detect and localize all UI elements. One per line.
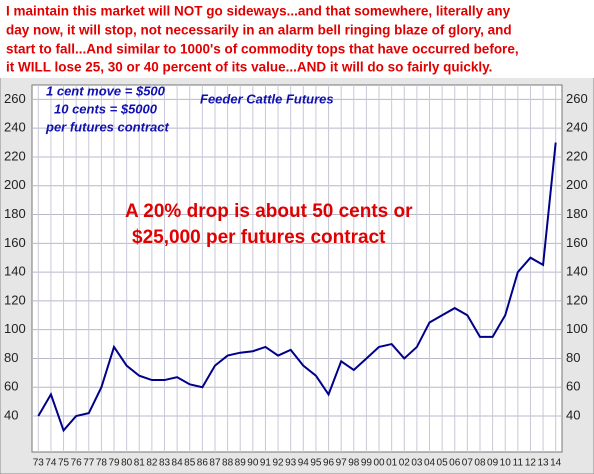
y-tick-label: 240 xyxy=(566,120,588,135)
x-tick-label: 82 xyxy=(146,458,158,469)
x-tick-label: 11 xyxy=(513,458,524,469)
header-bg xyxy=(0,0,594,78)
headline: I maintain this market will NOT go sidew… xyxy=(6,4,511,19)
y-tick-label: 180 xyxy=(4,206,26,221)
y-tick-label: 200 xyxy=(566,177,588,192)
x-tick-label: 80 xyxy=(121,458,133,469)
x-tick-label: 75 xyxy=(58,458,70,469)
y-tick-label: 140 xyxy=(4,264,26,279)
x-tick-label: 05 xyxy=(437,458,449,469)
x-tick-label: 93 xyxy=(285,458,297,469)
x-tick-label: 84 xyxy=(172,458,184,469)
x-tick-label: 95 xyxy=(310,458,322,469)
x-tick-label: 87 xyxy=(209,458,221,469)
x-tick-label: 13 xyxy=(538,458,550,469)
y-tick-label: 60 xyxy=(566,379,580,394)
headline: start to fall...And similar to 1000's of… xyxy=(6,42,519,57)
y-tick-label: 260 xyxy=(566,91,588,106)
x-tick-label: 99 xyxy=(361,458,373,469)
x-tick-label: 98 xyxy=(348,458,360,469)
y-tick-label: 260 xyxy=(4,91,26,106)
x-tick-label: 94 xyxy=(298,458,310,469)
x-tick-label: 09 xyxy=(487,458,499,469)
x-tick-label: 89 xyxy=(235,458,247,469)
annotation: 10 cents = $5000 xyxy=(54,101,158,116)
y-tick-label: 80 xyxy=(566,350,580,365)
x-tick-label: 01 xyxy=(386,458,398,469)
x-tick-label: 06 xyxy=(449,458,461,469)
y-tick-label: 180 xyxy=(566,206,588,221)
y-tick-label: 100 xyxy=(4,321,26,336)
x-tick-label: 08 xyxy=(474,458,486,469)
x-tick-label: 14 xyxy=(550,458,562,469)
x-tick-label: 90 xyxy=(247,458,259,469)
chart-title: Feeder Cattle Futures xyxy=(200,91,334,106)
x-tick-label: 85 xyxy=(184,458,196,469)
x-tick-label: 81 xyxy=(134,458,146,469)
x-tick-label: 04 xyxy=(424,458,436,469)
x-tick-label: 10 xyxy=(500,458,512,469)
y-tick-label: 240 xyxy=(4,120,26,135)
x-tick-label: 96 xyxy=(323,458,335,469)
annotation: 1 cent move = $500 xyxy=(46,83,166,98)
headline: it WILL lose 25, 30 or 40 percent of its… xyxy=(6,60,492,75)
y-tick-label: 40 xyxy=(4,407,18,422)
annotation: A 20% drop is about 50 cents or xyxy=(125,201,413,222)
x-tick-label: 74 xyxy=(45,458,57,469)
headline: day now, it will stop, not necessarily i… xyxy=(6,23,512,38)
x-tick-label: 73 xyxy=(33,458,45,469)
x-tick-label: 77 xyxy=(83,458,95,469)
x-tick-label: 03 xyxy=(411,458,423,469)
x-tick-label: 91 xyxy=(260,458,272,469)
y-tick-label: 220 xyxy=(4,148,26,163)
x-tick-label: 83 xyxy=(159,458,171,469)
x-tick-label: 79 xyxy=(108,458,120,469)
y-tick-label: 160 xyxy=(4,235,26,250)
y-tick-label: 160 xyxy=(566,235,588,250)
x-tick-label: 88 xyxy=(222,458,234,469)
y-tick-label: 80 xyxy=(4,350,18,365)
x-tick-label: 00 xyxy=(373,458,385,469)
plot-area xyxy=(31,84,563,453)
y-tick-label: 100 xyxy=(566,321,588,336)
x-tick-label: 02 xyxy=(399,458,411,469)
x-tick-label: 76 xyxy=(71,458,83,469)
price-line xyxy=(37,142,557,433)
x-tick-label: 92 xyxy=(273,458,285,469)
y-tick-label: 120 xyxy=(566,292,588,307)
x-tick-label: 97 xyxy=(336,458,348,469)
y-tick-label: 200 xyxy=(4,177,26,192)
x-tick-label: 78 xyxy=(96,458,108,469)
y-tick-label: 220 xyxy=(566,148,588,163)
y-tick-label: 60 xyxy=(4,379,18,394)
y-tick-label: 140 xyxy=(566,264,588,279)
annotation: $25,000 per futures contract xyxy=(132,227,386,248)
x-tick-label: 86 xyxy=(197,458,209,469)
x-tick-label: 12 xyxy=(525,458,537,469)
annotation: per futures contract xyxy=(45,119,169,134)
y-tick-label: 40 xyxy=(566,407,580,422)
x-tick-label: 07 xyxy=(462,458,474,469)
y-tick-label: 120 xyxy=(4,292,26,307)
